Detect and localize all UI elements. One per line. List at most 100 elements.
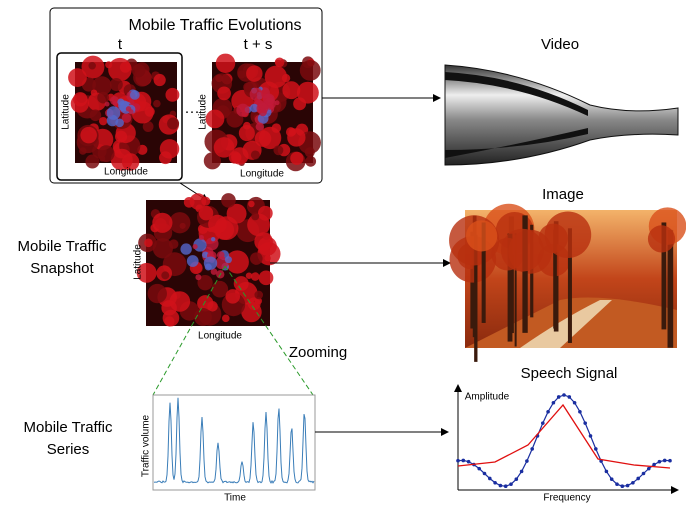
heat-blob [201, 196, 211, 206]
tree-trunk [481, 222, 486, 323]
heatmap [68, 55, 180, 171]
sample-point [456, 458, 460, 463]
heat-blob [251, 212, 260, 221]
speech-title: Speech Signal [521, 365, 618, 382]
tree-trunk [507, 233, 513, 342]
heat-blob [68, 68, 87, 87]
y-axis-label: Latitude [198, 94, 209, 130]
y-axis-label: Amplitude [465, 392, 510, 403]
heat-blob [144, 238, 153, 248]
heat-core [249, 103, 259, 113]
tree-trunk [474, 234, 478, 362]
heat-core [109, 96, 119, 105]
foliage [500, 228, 544, 272]
frame-box [56, 52, 183, 181]
heat-core [259, 108, 267, 117]
heat-blob [121, 153, 140, 171]
heat-blob [159, 151, 172, 165]
heat-core [115, 118, 124, 128]
heat-blob [169, 212, 191, 234]
heat-blob [92, 76, 112, 96]
heat-core [274, 100, 280, 106]
heat-blob [258, 126, 282, 150]
heat-blob [153, 73, 166, 87]
heat-core [192, 244, 198, 250]
heat-core [210, 237, 216, 242]
tree-trunk [567, 228, 572, 343]
foliage [647, 225, 676, 253]
autumn-photo [449, 203, 686, 362]
snapshot-label: Snapshot [30, 260, 94, 277]
y-axis-label: Latitude [133, 244, 144, 280]
heat-blob [264, 255, 271, 262]
heat-blob [90, 89, 98, 96]
heat-blob [254, 290, 264, 300]
zoom-label: Zooming [289, 344, 347, 361]
heat-blob [73, 92, 88, 107]
speech-curves [456, 393, 672, 489]
heat-core [180, 243, 192, 255]
heat-blob [97, 145, 115, 163]
ellipsis: ··· [185, 103, 200, 120]
video-label: Video [541, 36, 579, 53]
heat-blob [165, 87, 180, 102]
heat-blob [233, 276, 249, 292]
heat-blob [80, 126, 97, 144]
heat-blob [238, 125, 255, 142]
foliage [466, 220, 498, 252]
heat-blob [97, 91, 110, 104]
heat-blob [147, 283, 167, 304]
x-axis-label: Longitude [198, 331, 242, 342]
heat-blob [250, 272, 260, 281]
heat-blob [254, 232, 273, 251]
heatmap [203, 53, 321, 172]
heat-blob [205, 109, 225, 129]
evolutions-title: Mobile Traffic Evolutions [128, 17, 301, 34]
heat-blob [85, 154, 100, 169]
heat-core [236, 103, 250, 117]
heat-core [121, 113, 132, 123]
traffic-trace [153, 397, 315, 484]
heat-core [203, 256, 218, 270]
heat-core [186, 255, 199, 267]
heat-blob [225, 250, 249, 274]
heat-core [106, 106, 121, 120]
heat-core [258, 103, 263, 108]
heat-blob [281, 73, 291, 83]
snapshot-label: Mobile Traffic [18, 238, 107, 255]
heat-blob [264, 65, 288, 88]
heat-blob [211, 280, 229, 298]
heat-blob [231, 147, 249, 165]
y-axis-label: Traffic volume [141, 414, 152, 477]
heat-blob [237, 70, 246, 79]
heat-blob [99, 116, 108, 126]
tree-trunk [661, 222, 667, 330]
heat-blob [296, 81, 319, 104]
x-axis-label: Time [224, 493, 246, 504]
heat-core [195, 274, 202, 281]
heat-blob [258, 270, 274, 286]
heat-blob [250, 252, 263, 265]
heat-blob [142, 121, 154, 132]
heat-blob [167, 117, 180, 130]
heat-blob [153, 99, 161, 108]
sampled-curve [457, 403, 671, 469]
heat-blob [197, 275, 213, 291]
heat-blob [105, 61, 113, 69]
foliage [544, 211, 592, 259]
heat-blob [246, 65, 263, 82]
heat-blob [136, 262, 157, 283]
heat-blob [248, 200, 255, 208]
sinc-curve [457, 394, 671, 487]
series-label: Mobile Traffic [24, 419, 113, 436]
heat-core [216, 251, 225, 259]
x-axis-label: Longitude [240, 169, 284, 180]
series-label: Series [47, 441, 90, 458]
tree-trunk [667, 229, 674, 348]
heat-blob [88, 62, 96, 70]
heat-blob [203, 152, 221, 170]
heat-blob [221, 314, 230, 323]
heat-blob [162, 309, 180, 327]
heat-blob [305, 155, 317, 167]
heat-blob [274, 57, 285, 68]
